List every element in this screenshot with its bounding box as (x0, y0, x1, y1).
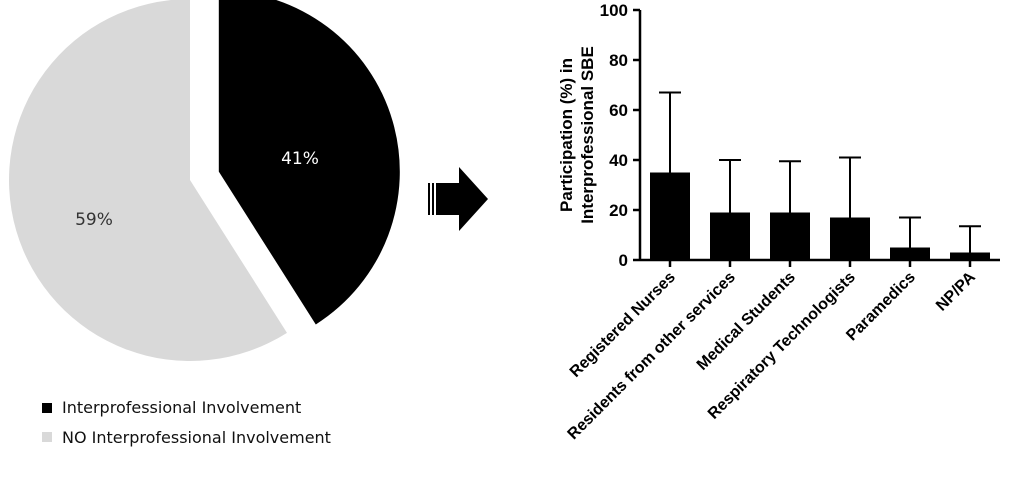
bars (650, 91, 990, 260)
y-tick-label: 100 (600, 1, 628, 20)
y-tick-label: 60 (609, 101, 628, 120)
legend-swatch-no-interprofessional (42, 432, 52, 442)
y-axis-title-line2: Interprofessional SBE (578, 46, 597, 224)
right-arrow-icon (428, 167, 488, 231)
y-tick-label: 20 (609, 201, 628, 220)
pie-label-no-interprofessional: 59% (75, 210, 113, 230)
pie-chart: 41% 59% (9, 0, 400, 361)
pie-label-interprofessional: 41% (281, 149, 319, 169)
pie-legend: Interprofessional Involvement NO Interpr… (42, 398, 331, 447)
x-tick-label: NP/PA (933, 268, 979, 314)
y-tick-label: 80 (609, 51, 628, 70)
bar (770, 212, 810, 260)
bar (890, 247, 930, 260)
y-tick-label: 0 (619, 251, 628, 270)
pie-slice-no-interprofessional (9, 0, 287, 361)
legend-swatch-interprofessional (42, 403, 52, 413)
bar (950, 252, 990, 260)
y-axis-title: Participation (%) in Interprofessional S… (557, 46, 597, 224)
bar (650, 172, 690, 260)
y-axis-title-line1: Participation (%) in (557, 58, 576, 212)
bar (710, 212, 750, 260)
legend-label-interprofessional: Interprofessional Involvement (62, 398, 301, 417)
pie-slice-interprofessional (218, 0, 400, 325)
legend-label-no-interprofessional: NO Interprofessional Involvement (62, 428, 331, 447)
x-tick-label: Medical Students (694, 269, 799, 374)
y-tick-label: 40 (609, 151, 628, 170)
x-tick-label: Registered Nurses (567, 269, 679, 381)
y-axis: 0 20 40 60 80 100 (600, 1, 642, 270)
bar (830, 217, 870, 260)
bar-chart: 0 20 40 60 80 100 Registered NursesResidents … (557, 1, 1000, 443)
